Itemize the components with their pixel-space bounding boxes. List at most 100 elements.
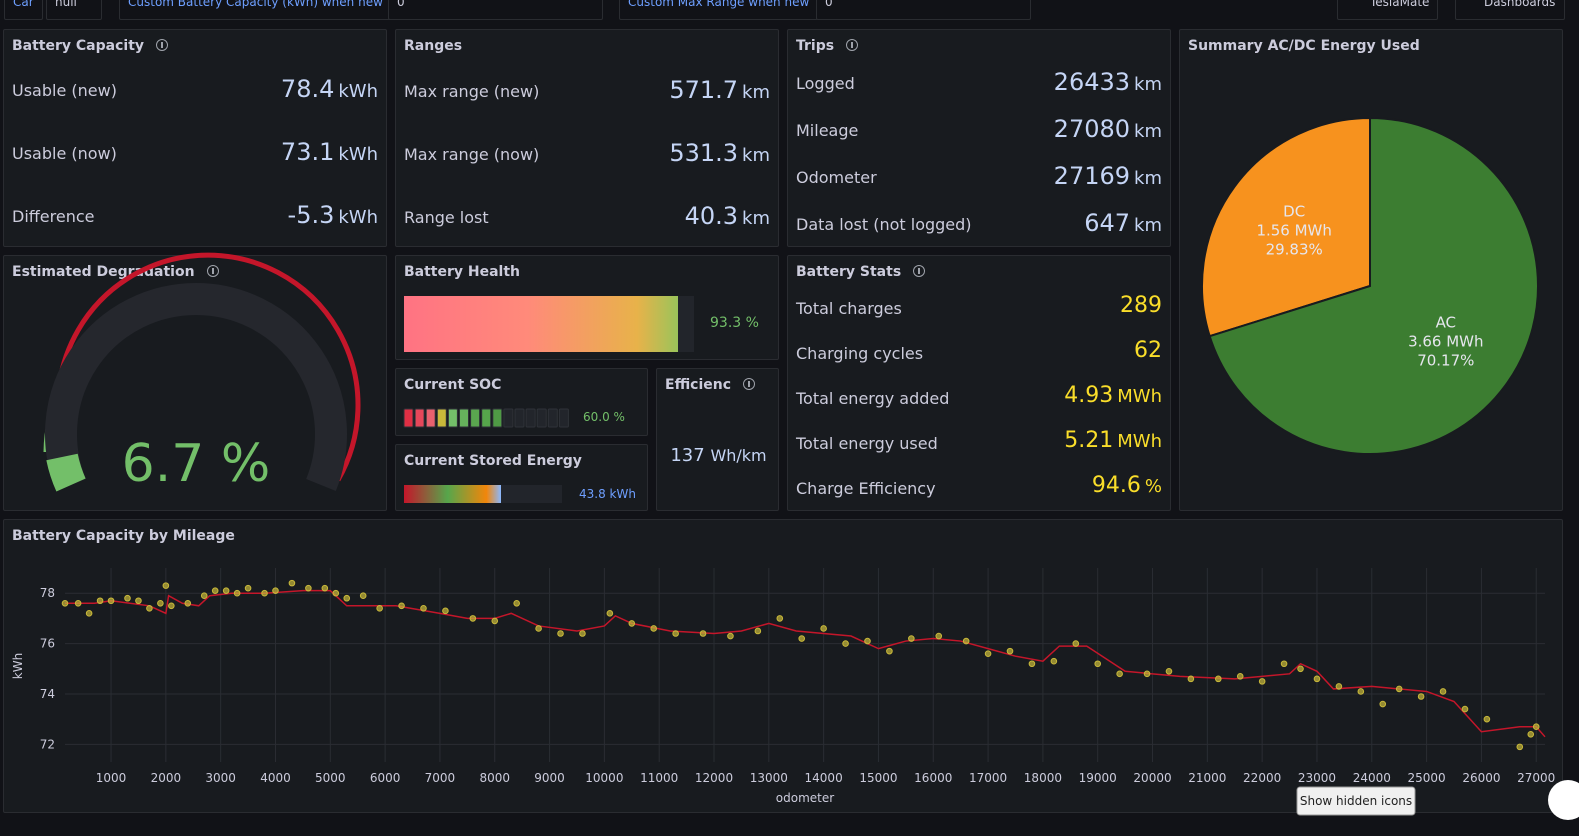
stored-value: 43.8 kWh	[579, 487, 636, 501]
x-tick-label: 5000	[315, 771, 346, 785]
point	[288, 579, 296, 587]
point	[1461, 705, 1469, 713]
bar-value: 93.3 %	[710, 315, 759, 331]
x-tick-label: 6000	[370, 771, 401, 785]
pie-slice	[1208, 116, 1539, 455]
stat-label: Odometer	[796, 168, 877, 187]
point	[272, 587, 279, 594]
gauge-track	[45, 283, 347, 492]
stat-label: Mileage	[796, 121, 859, 140]
point	[135, 597, 142, 605]
info-icon[interactable]	[846, 39, 859, 51]
teslamate-button[interactable]: TeslaMate	[1337, 0, 1438, 20]
range-input[interactable]: 0	[816, 0, 1031, 20]
car-select[interactable]: null	[46, 0, 102, 20]
unit: km	[1134, 121, 1162, 142]
stat-label: Charging cycles	[796, 344, 924, 363]
point	[420, 605, 427, 612]
panel: Current Stored Energy 43.8 kWh	[395, 444, 648, 511]
x-tick-label: 9000	[534, 771, 565, 785]
car-label: Car	[4, 0, 43, 20]
stat-value: 73.1 kWh	[281, 138, 378, 166]
value: 571.7	[669, 76, 739, 104]
panel-title: Ranges	[404, 38, 463, 54]
point	[1116, 670, 1123, 678]
soc-cell	[425, 408, 436, 428]
unit: km	[742, 145, 770, 166]
stat-label: Usable (now)	[12, 144, 117, 163]
stat-label: Total energy added	[796, 389, 950, 408]
bar-fill	[404, 485, 501, 503]
point	[442, 607, 449, 615]
x-tick-label: 10000	[585, 771, 623, 785]
x-tick-label: 7000	[425, 771, 456, 785]
panel-title: Battery Stats	[796, 264, 926, 280]
point	[1215, 675, 1222, 683]
info-icon[interactable]	[913, 265, 926, 277]
soc-cell	[447, 408, 458, 428]
stat-value: 62	[1134, 338, 1162, 363]
soc-cell	[536, 408, 547, 428]
value: 647	[1084, 209, 1131, 237]
stat-value: 27169 km	[1054, 162, 1162, 190]
dashboards-button[interactable]: Dashboards	[1455, 0, 1565, 20]
unit: %	[1144, 476, 1162, 497]
point	[162, 582, 170, 589]
stat-value: 5.21 MWh	[1064, 428, 1162, 453]
panel: Battery Stats Total charges 289 Charging cy…	[787, 255, 1171, 511]
point	[908, 635, 915, 642]
x-tick-label: 21000	[1188, 771, 1226, 785]
point	[398, 602, 405, 610]
info-icon[interactable]	[206, 265, 219, 277]
gauge-fill	[46, 453, 86, 492]
y-tick-label: 74	[40, 687, 55, 701]
stat-value: 289	[1120, 293, 1162, 318]
point	[798, 635, 806, 642]
x-tick-label: 8000	[479, 771, 510, 785]
stat-value: 571.7 km	[669, 76, 770, 104]
x-axis-label: odometer	[776, 791, 834, 805]
panel-title: Battery Capacity	[12, 38, 169, 54]
x-tick-label: 14000	[805, 771, 843, 785]
info-icon[interactable]	[156, 39, 169, 51]
point	[579, 630, 586, 637]
x-tick-label: 16000	[914, 771, 952, 785]
x-tick-label: 1000	[96, 771, 127, 785]
point	[1094, 660, 1102, 668]
point	[1439, 688, 1447, 695]
unit: km	[1134, 168, 1162, 189]
point	[984, 650, 992, 657]
soc-cell	[459, 408, 469, 428]
panel: Battery Capacity by Mileage	[3, 519, 1563, 813]
stat-label: Range lost	[404, 208, 489, 227]
capacity-input[interactable]: 0	[388, 0, 603, 20]
point	[85, 610, 93, 617]
panel-title: Efficienc	[665, 377, 756, 393]
panel-title: Summary AC/DC Energy Used	[1188, 38, 1420, 54]
value: 137	[670, 445, 705, 466]
tray-icon[interactable]	[1548, 780, 1579, 820]
point	[1395, 685, 1403, 693]
stat-value: 40.3 km	[685, 202, 770, 230]
stat-label: Total charges	[796, 299, 902, 318]
point	[211, 587, 219, 594]
efficiency-value: 137 Wh/km	[657, 445, 778, 466]
point	[1417, 693, 1425, 700]
unit: km	[1134, 74, 1162, 95]
info-icon[interactable]	[743, 378, 756, 390]
panel: Trips Logged 26433 km Mileage 27080 km Odometer…	[787, 29, 1171, 247]
slice-energy: 1.56 MWh	[1256, 221, 1331, 239]
stat-value: 27080 km	[1054, 115, 1162, 143]
point	[491, 617, 499, 625]
point	[376, 605, 383, 612]
x-tick-label: 2000	[151, 771, 182, 785]
point	[222, 587, 230, 594]
unit: Wh/km	[710, 446, 767, 465]
tooltip: Show hidden icons	[1300, 794, 1412, 808]
soc-cell	[547, 408, 558, 428]
x-tick-label: 19000	[1079, 771, 1117, 785]
stat-label: Usable (new)	[12, 81, 117, 100]
panel-title: Trips	[796, 38, 859, 54]
y-tick-label: 72	[40, 737, 55, 751]
